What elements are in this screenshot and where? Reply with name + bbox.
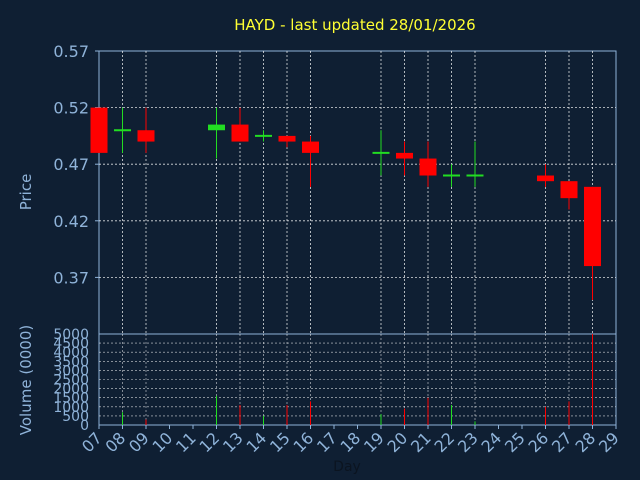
volume-tick-label: 2500 [53, 373, 89, 389]
volume-tick-label: 3500 [53, 354, 89, 370]
chart-title: HAYD - last updated 28/01/2026 [234, 16, 475, 34]
price-plot-area [98, 50, 617, 335]
volume-axis-label: Volume (0000) [17, 325, 35, 435]
volume-panel: 0500100015002000250030003500400045005000… [17, 325, 617, 435]
candle-body [419, 158, 437, 176]
price-tick-label: 0.37 [53, 268, 89, 287]
price-tick-label: 0.52 [53, 99, 89, 118]
volume-tick-label: 4500 [53, 336, 89, 352]
price-tick-label: 0.47 [53, 155, 89, 174]
candle-body [90, 107, 108, 153]
candle-body [396, 152, 413, 159]
candle-body [278, 135, 296, 142]
candle-body [208, 124, 225, 131]
price-tick-label: 0.57 [53, 42, 89, 61]
volume-tick-label: 1500 [53, 391, 89, 407]
candle-body [302, 141, 319, 153]
volume-tick-label: 4000 [53, 345, 89, 361]
volume-gridlines [99, 334, 616, 425]
volume-tick-label: 0 [80, 418, 89, 434]
price-axis-label: Price [17, 174, 35, 211]
price-gridlines [99, 51, 616, 334]
volume-tick-label: 5000 [53, 327, 89, 343]
x-axis-label: Day [333, 459, 361, 475]
volume-tick-label: 1000 [53, 400, 89, 416]
x-tick-label: 29 [595, 428, 623, 456]
price-y-ticks: 0.37 0.42 0.47 0.52 0.57 [53, 42, 99, 287]
volume-tick-label: 2000 [53, 382, 89, 398]
volume-tick-label: 500 [62, 409, 89, 425]
x-axis-ticks: 0708091011121314151617181920212223242526… [78, 425, 623, 456]
candle-body [137, 130, 155, 142]
candle-body [231, 124, 249, 142]
volume-tick-label: 3000 [53, 363, 89, 379]
candle-body [560, 181, 578, 199]
candles [90, 107, 601, 301]
candle-body [584, 186, 601, 267]
price-panel: 0.37 0.42 0.47 0.52 0.57 Price [17, 42, 617, 335]
price-tick-label: 0.42 [53, 212, 89, 231]
candle-body [537, 175, 554, 182]
volume-bars [122, 334, 593, 425]
